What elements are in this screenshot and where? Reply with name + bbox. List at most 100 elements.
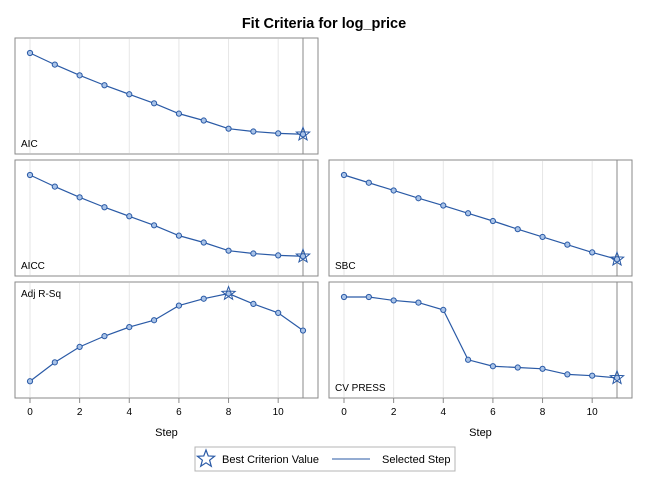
- best-criterion-star-icon: [295, 125, 311, 142]
- data-point: [225, 290, 232, 297]
- data-point: [440, 202, 447, 209]
- data-point: [76, 343, 83, 350]
- data-point: [589, 249, 596, 256]
- data-point: [514, 364, 521, 371]
- x-tick-label: 0: [27, 407, 33, 418]
- data-point: [250, 128, 257, 135]
- data-point: [340, 171, 348, 179]
- data-point: [390, 187, 397, 194]
- legend-star-icon: [195, 448, 217, 468]
- best-criterion-star-icon: [609, 250, 625, 267]
- panel-frame: [14, 37, 319, 155]
- x-tick-label: 0: [341, 407, 347, 418]
- panel-frame: [14, 281, 319, 399]
- data-point: [390, 297, 397, 304]
- x-tick-label: 2: [77, 407, 83, 418]
- data-point: [101, 204, 108, 211]
- data-point: [101, 333, 108, 340]
- best-criterion-star-icon: [220, 285, 237, 301]
- x-axis-label: Step: [469, 427, 492, 439]
- panel-label: SBC: [335, 261, 356, 272]
- data-point: [275, 252, 282, 259]
- panel-adj-r-sq: Adj R-Sq 0 2 4 6 8 10 Step: [14, 281, 319, 439]
- data-point: [299, 327, 307, 334]
- data-point: [175, 302, 183, 309]
- data-point: [250, 300, 257, 307]
- data-point: [150, 100, 158, 107]
- data-point: [464, 210, 472, 217]
- data-point: [539, 233, 546, 241]
- data-point: [613, 374, 621, 381]
- panel-aic: AIC: [14, 37, 319, 155]
- panel-frame: [14, 159, 319, 277]
- data-point: [26, 49, 34, 57]
- x-tick-label: 10: [273, 407, 285, 418]
- data-point: [76, 72, 83, 79]
- x-tick-label: 6: [176, 407, 182, 418]
- series-line-aic: [29, 52, 304, 135]
- series-line-cv-press: [344, 296, 618, 379]
- data-point: [275, 309, 282, 317]
- data-point: [200, 117, 207, 124]
- x-axis-label: Step: [155, 427, 178, 439]
- panel-frame: [328, 281, 633, 399]
- data-point: [175, 232, 183, 239]
- panel-label: AICC: [21, 261, 45, 272]
- data-point: [415, 195, 422, 202]
- series-line-aicc: [29, 174, 304, 257]
- x-tick-label: 2: [391, 407, 397, 418]
- legend-label-best: Best Criterion Value: [222, 454, 319, 466]
- legend-frame: [194, 446, 456, 472]
- data-point: [365, 293, 372, 301]
- data-point: [539, 365, 546, 372]
- legend: Best Criterion Value Selected Step: [194, 446, 456, 472]
- series-line-adj-r-sq: [29, 292, 304, 382]
- best-criterion-star-icon: [295, 247, 311, 264]
- data-point: [514, 226, 521, 233]
- x-tick-label: 4: [440, 407, 446, 418]
- data-point: [150, 317, 158, 324]
- data-point: [150, 222, 158, 229]
- panel-label: AIC: [21, 139, 38, 150]
- data-point: [299, 131, 307, 138]
- panel-label: CV PRESS: [335, 383, 386, 394]
- data-point: [175, 110, 183, 117]
- panel-cv-press: CV PRESS 0 2 4 6 8 10 Step: [328, 281, 633, 439]
- data-point: [589, 372, 596, 379]
- data-point: [101, 82, 108, 89]
- x-axis: 0 2 4 6 8 10 Step: [341, 398, 598, 439]
- data-point: [440, 306, 447, 313]
- best-criterion-star-icon: [609, 369, 625, 385]
- x-tick-label: 8: [226, 407, 232, 418]
- data-point: [225, 247, 232, 254]
- data-point: [51, 61, 58, 68]
- x-tick-label: 4: [126, 407, 132, 418]
- panel-group: AIC AICC SBC Adj R-Sq 0 2 4 6 8 10 Step CV PRESS 0 2 4…: [14, 37, 633, 439]
- chart-title: Fit Criteria for log_price: [242, 16, 406, 32]
- data-point: [299, 253, 307, 260]
- data-point: [51, 359, 58, 366]
- data-point: [76, 194, 83, 201]
- x-axis: 0 2 4 6 8 10 Step: [27, 398, 284, 439]
- data-point: [26, 378, 34, 385]
- data-point: [564, 371, 571, 378]
- data-point: [26, 171, 34, 179]
- series-line-sbc: [343, 174, 618, 260]
- panel-aicc: AICC: [14, 159, 319, 277]
- data-point: [613, 256, 621, 263]
- x-tick-label: 10: [587, 407, 599, 418]
- data-point: [365, 179, 372, 186]
- data-point: [464, 356, 472, 363]
- panel-sbc: SBC: [328, 159, 633, 277]
- data-point: [275, 130, 282, 137]
- data-point: [200, 295, 207, 302]
- data-point: [489, 217, 497, 225]
- legend-label-selected: Selected Step: [382, 454, 451, 466]
- x-tick-label: 6: [490, 407, 496, 418]
- data-point: [489, 363, 497, 370]
- data-point: [200, 239, 207, 246]
- data-point: [340, 293, 348, 301]
- data-point: [126, 213, 133, 220]
